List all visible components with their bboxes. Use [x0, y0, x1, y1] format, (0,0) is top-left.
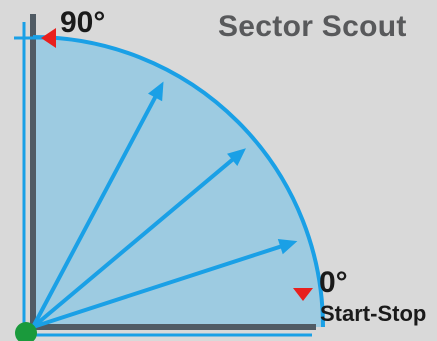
- max-angle-marker: [41, 28, 56, 48]
- label-90-degrees: 90°: [60, 6, 106, 39]
- sector-area: [33, 37, 323, 327]
- diagram-title: Sector Scout: [218, 10, 407, 43]
- sweep-arrow-head: [277, 239, 298, 255]
- sweep-arrows: [31, 81, 298, 329]
- sweep-arrow-line: [31, 155, 237, 329]
- sweep-arrow-head: [147, 81, 164, 102]
- sweep-arrow-line: [32, 243, 285, 329]
- origin-dot: [15, 322, 37, 341]
- sector-arc: [32, 35, 325, 328]
- label-0-degrees: 0°: [319, 266, 348, 299]
- sweep-arrow-line: [31, 92, 159, 328]
- label-start-stop: Start-Stop: [320, 301, 427, 326]
- sweep-arrow-head: [227, 148, 246, 167]
- min-angle-marker: [293, 288, 313, 301]
